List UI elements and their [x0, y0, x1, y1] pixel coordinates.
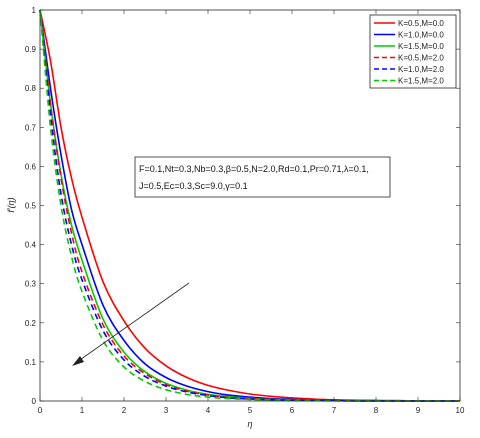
legend: K=0.5,M=0.0 K=1.0,M=0.0 K=1.5,M=0.0 K=0.5,M…: [369, 14, 457, 89]
legend-label: K=1.0,M=2.0: [398, 65, 444, 74]
legend-label: K=0.5,M=2.0: [398, 54, 444, 63]
x-tick-label: 1: [80, 406, 85, 415]
tick-labels: 0 1 2 3 4 5 6 7 8 9 10 0 0.1 0.2 0.3 0.4 0.5 0.6 0.7 0.8 0.9…: [25, 6, 465, 415]
x-tick-label: 3: [164, 406, 169, 415]
trend-arrow-shaft: [76, 282, 190, 363]
y-tick-label: 1: [32, 6, 37, 15]
y-axis-label: f′(η): [6, 197, 16, 212]
x-tick-label: 5: [248, 406, 253, 415]
legend-label: K=1.0,M=0.0: [398, 31, 444, 40]
legend-label: K=0.5,M=0.0: [398, 19, 444, 28]
y-tick-label: 0.3: [25, 280, 37, 289]
x-axis-label: η: [248, 419, 253, 429]
x-tick-label: 6: [290, 406, 295, 415]
y-tick-label: 0.1: [25, 358, 37, 367]
x-tick-label: 4: [206, 406, 211, 415]
series-line-4: [39, 9, 460, 402]
y-tick-label: 0.9: [25, 45, 37, 54]
legend-frame: [369, 14, 457, 89]
y-tick-label: 0.8: [25, 84, 37, 93]
y-tick-label: 0.4: [25, 241, 37, 250]
parameter-annotation: F=0.1,Nt=0.3,Nb=0.3,β=0.5,N=2.0,Rd=0.1,P…: [134, 156, 391, 198]
x-tick-label: 9: [416, 406, 421, 415]
x-tick-label: 2: [122, 406, 127, 415]
legend-label: K=1.5,M=0.0: [398, 42, 444, 51]
plot-area-frame: [39, 9, 461, 402]
y-tick-label: 0.6: [25, 162, 37, 171]
y-tick-label: 0.2: [25, 319, 37, 328]
y-tick-label: 0.5: [25, 202, 37, 211]
trend-arrow: [72, 282, 190, 366]
y-tick-label: 0: [32, 397, 37, 406]
x-tick-label: 0: [38, 406, 43, 415]
parameter-text-line-2: J=0.5,Ec=0.3,Sc=9.0,γ=0.1: [139, 181, 248, 191]
parameter-box-frame: [134, 156, 391, 198]
x-tick-label: 10: [456, 406, 465, 415]
y-tick-label: 0.7: [25, 123, 37, 132]
parameter-text-line-1: F=0.1,Nt=0.3,Nb=0.3,β=0.5,N=2.0,Rd=0.1,P…: [139, 164, 369, 174]
x-tick-label: 8: [374, 406, 379, 415]
x-tick-label: 7: [332, 406, 337, 415]
trend-arrow-head: [72, 356, 84, 366]
legend-label: K=1.5,M=2.0: [398, 77, 444, 86]
